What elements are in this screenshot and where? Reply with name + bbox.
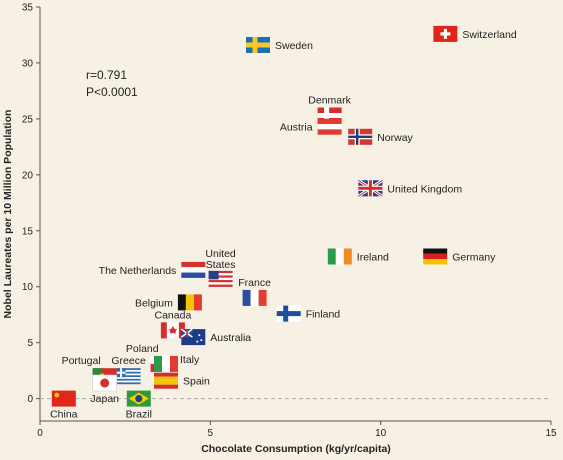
point-label-usa: United States	[205, 248, 236, 271]
point-label-denmark: Denmark	[308, 95, 351, 107]
x-axis-label: Chocolate Consumption (kg/yr/capita)	[201, 443, 391, 455]
data-points: Switzerland Sweden Denmark Austria Norway Uni…	[50, 25, 517, 421]
flag-uk-marker	[357, 179, 384, 198]
y-axis-label: Nobel Laureates per 10 Million Populatio…	[2, 110, 14, 319]
point-label-belgium: Belgium	[135, 297, 173, 309]
axes: 0 5 10 15 20 25 30 35 0 5 10 15	[22, 3, 557, 440]
point-label-switzerland: Switzerland	[462, 29, 516, 41]
point-label-sweden: Sweden	[275, 40, 313, 52]
flag-switzerland-marker	[433, 25, 458, 42]
point-label-germany: Germany	[452, 252, 496, 264]
y-tick-label: 30	[22, 58, 34, 69]
point-label-poland: Poland	[126, 343, 159, 355]
point-label-canada: Canada	[155, 309, 192, 321]
flag-greece-marker	[116, 368, 141, 385]
y-tick-label: 20	[22, 170, 34, 181]
point-label-spain: Spain	[183, 376, 210, 388]
point-label-norway: Norway	[377, 132, 413, 144]
flag-finland-marker	[276, 305, 301, 322]
y-tick-label: 15	[22, 226, 34, 237]
point-label-greece: Greece	[111, 355, 146, 367]
y-tick-label: 25	[22, 114, 34, 125]
p-value: P<0.0001	[86, 85, 138, 99]
flag-austria-marker	[317, 118, 342, 135]
axis-labels: Chocolate Consumption (kg/yr/capita) Nob…	[2, 68, 391, 455]
point-label-portugal: Portugal	[62, 355, 101, 367]
flag-italy-marker	[154, 355, 178, 372]
x-tick-label: 15	[545, 428, 557, 439]
y-tick-label: 35	[22, 3, 34, 14]
y-tick-label: 10	[22, 282, 34, 293]
x-tick-label: 10	[375, 428, 387, 439]
point-label-japan: Japan	[90, 393, 119, 405]
point-label-australia: Australia	[210, 332, 251, 344]
y-tick-label: 0	[27, 394, 33, 405]
flag-japan-marker	[92, 374, 117, 392]
point-label-netherlands: The Netherlands	[99, 265, 177, 277]
flag-australia-marker	[180, 328, 206, 346]
flag-usa-marker	[208, 270, 233, 287]
flag-norway-marker	[348, 128, 373, 145]
point-label-china: China	[50, 409, 78, 421]
y-tick-label: 5	[27, 338, 33, 349]
flag-netherlands-marker	[181, 261, 206, 278]
point-label-italy: Italy	[180, 354, 200, 366]
point-label-uk: United Kingdom	[387, 183, 462, 195]
point-label-brazil: Brazil	[126, 409, 152, 421]
flag-ireland-marker	[327, 248, 352, 265]
flag-china-marker	[51, 390, 76, 407]
point-label-austria: Austria	[280, 122, 313, 134]
x-tick-label: 0	[37, 428, 43, 439]
flag-spain-marker	[154, 372, 178, 389]
x-tick-label: 5	[208, 428, 214, 439]
correlation-r: r=0.791	[86, 68, 127, 82]
flag-belgium-marker	[177, 294, 202, 311]
flag-sweden-marker	[246, 37, 270, 53]
flag-france-marker	[242, 289, 267, 306]
flag-canada-marker	[160, 322, 185, 339]
flag-germany-marker	[423, 248, 448, 265]
point-label-ireland: Ireland	[357, 252, 389, 264]
point-label-finland: Finland	[306, 309, 341, 321]
flag-brazil-marker	[126, 390, 151, 407]
point-label-france: France	[238, 277, 271, 289]
